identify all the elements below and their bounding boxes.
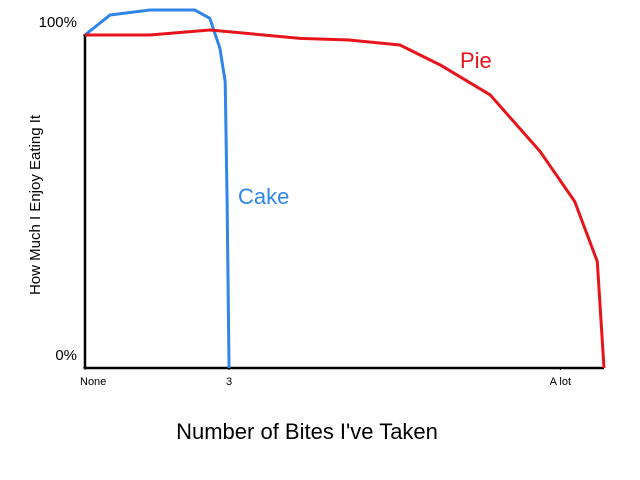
x-axis-label: Number of Bites I've Taken (176, 419, 438, 444)
y-tick-label: 100% (39, 14, 77, 31)
series-label: Pie (460, 48, 492, 73)
x-tick-label: None (80, 376, 106, 388)
line (84, 8, 231, 369)
y-axis-label: How Much I Enjoy Eating It (27, 114, 44, 295)
series-label: Cake (238, 184, 289, 209)
x-tick-label: A lot (550, 376, 571, 388)
line (85, 28, 606, 369)
x-tick-label: 3 (226, 376, 232, 388)
y-tick-label: 0% (55, 347, 77, 364)
